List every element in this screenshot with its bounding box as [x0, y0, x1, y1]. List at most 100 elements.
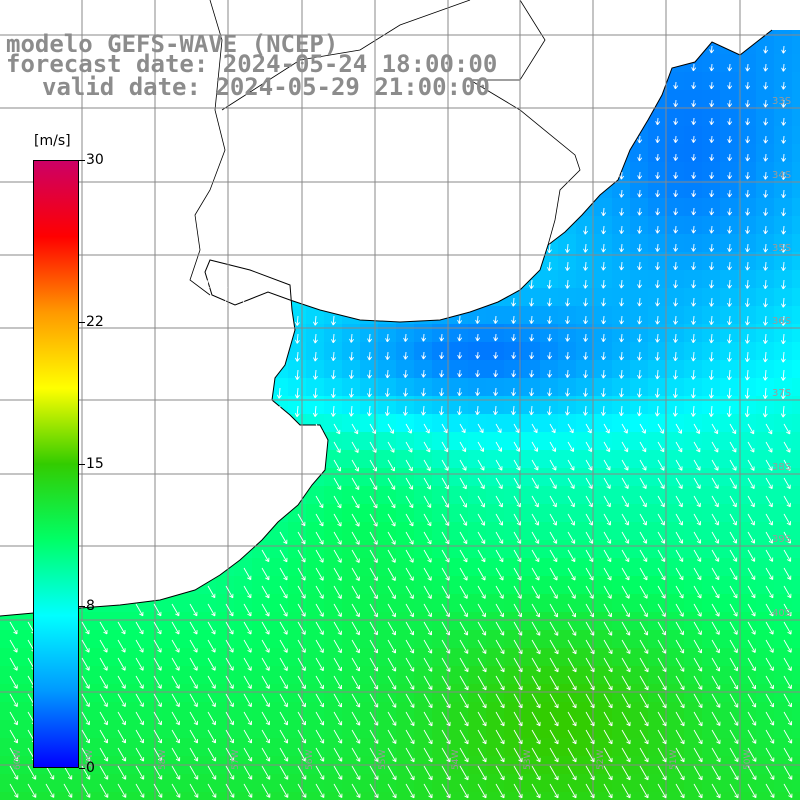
field-cell	[270, 666, 289, 685]
field-cell	[522, 540, 541, 559]
field-cell	[396, 648, 415, 667]
wind-vector	[477, 585, 486, 599]
field-cell	[612, 216, 631, 235]
wind-vector	[639, 585, 648, 599]
wind-vector	[711, 423, 719, 435]
field-cell	[234, 666, 253, 685]
wind-vector	[709, 171, 715, 180]
wind-vector	[477, 675, 487, 691]
field-cell	[414, 720, 433, 739]
field-cell	[558, 486, 577, 505]
wind-vector	[567, 711, 577, 727]
field-cell	[738, 522, 757, 541]
field-cell	[378, 468, 397, 487]
field-cell	[522, 360, 541, 379]
wind-vector	[781, 135, 787, 144]
wind-vector	[240, 279, 246, 291]
field-cell	[792, 72, 800, 91]
wind-vector	[333, 477, 342, 490]
wind-vector	[99, 639, 108, 653]
longitude-label: 50W	[743, 750, 753, 770]
field-cell	[666, 630, 685, 649]
wind-vector	[567, 531, 576, 544]
field-cell	[774, 594, 793, 613]
field-cell	[630, 468, 649, 487]
wind-vector	[279, 549, 288, 563]
field-cell	[630, 360, 649, 379]
field-cell	[108, 666, 127, 685]
wind-vector	[763, 81, 769, 90]
wind-vector	[297, 585, 306, 599]
field-cell	[684, 666, 703, 685]
field-cell	[792, 648, 800, 667]
wind-vector	[99, 783, 109, 798]
coastline-path	[0, 29, 773, 617]
wind-vector	[675, 729, 685, 745]
wind-vector	[783, 693, 792, 708]
field-cell	[792, 126, 800, 145]
wind-vector	[747, 531, 756, 544]
wind-vector	[783, 531, 792, 544]
field-cell	[252, 720, 271, 739]
wind-vector	[744, 387, 750, 399]
wind-vector	[225, 747, 235, 762]
field-cell	[486, 396, 505, 415]
field-cell	[666, 414, 685, 433]
wind-vector	[675, 675, 685, 691]
field-cell	[180, 630, 199, 649]
wind-vector	[423, 459, 431, 472]
wind-vector	[675, 747, 685, 763]
wind-vector	[531, 423, 538, 434]
field-cell	[522, 468, 541, 487]
field-cell	[666, 504, 685, 523]
wind-vector	[477, 495, 485, 508]
field-cell	[360, 414, 379, 433]
field-cell	[126, 792, 145, 800]
field-cell	[594, 576, 613, 595]
wind-vector	[711, 441, 719, 453]
wind-vector	[549, 621, 559, 636]
wind-vector	[529, 369, 535, 378]
field-cell	[486, 774, 505, 793]
field-cell	[324, 738, 343, 757]
field-cell	[558, 612, 577, 631]
field-cell	[648, 360, 667, 379]
wind-vector	[603, 459, 611, 471]
field-cell	[432, 396, 451, 415]
field-cell	[756, 126, 775, 145]
field-cell	[684, 180, 703, 199]
wind-vector	[423, 783, 433, 799]
wind-vector	[495, 495, 503, 508]
longitude-label: 53W	[523, 750, 533, 770]
wind-vector	[315, 729, 325, 744]
field-cell	[450, 468, 469, 487]
field-cell	[648, 558, 667, 577]
field-cell	[630, 378, 649, 397]
wind-vector	[441, 513, 450, 527]
field-cell	[792, 162, 800, 181]
latitude-label: 38S	[772, 462, 791, 473]
field-cell	[720, 54, 739, 73]
field-cell	[738, 144, 757, 163]
wind-vector	[243, 567, 252, 581]
wind-vector	[477, 567, 486, 581]
field-cell	[108, 630, 127, 649]
wind-vector	[403, 351, 409, 360]
field-cell	[774, 702, 793, 721]
field-cell	[558, 414, 577, 433]
wind-vector	[711, 603, 720, 617]
field-cell	[90, 774, 109, 793]
field-cell	[702, 414, 721, 433]
wind-vector	[135, 693, 144, 708]
field-cell	[720, 684, 739, 703]
wind-vector	[441, 441, 449, 453]
wind-vector	[387, 513, 396, 527]
field-cell	[756, 576, 775, 595]
wind-vector	[691, 153, 697, 161]
wind-vector	[727, 261, 733, 271]
wind-vector	[279, 603, 288, 617]
wind-vector	[693, 549, 702, 562]
wind-vector	[693, 585, 702, 599]
field-cell	[756, 450, 775, 469]
wind-vector	[405, 621, 415, 636]
